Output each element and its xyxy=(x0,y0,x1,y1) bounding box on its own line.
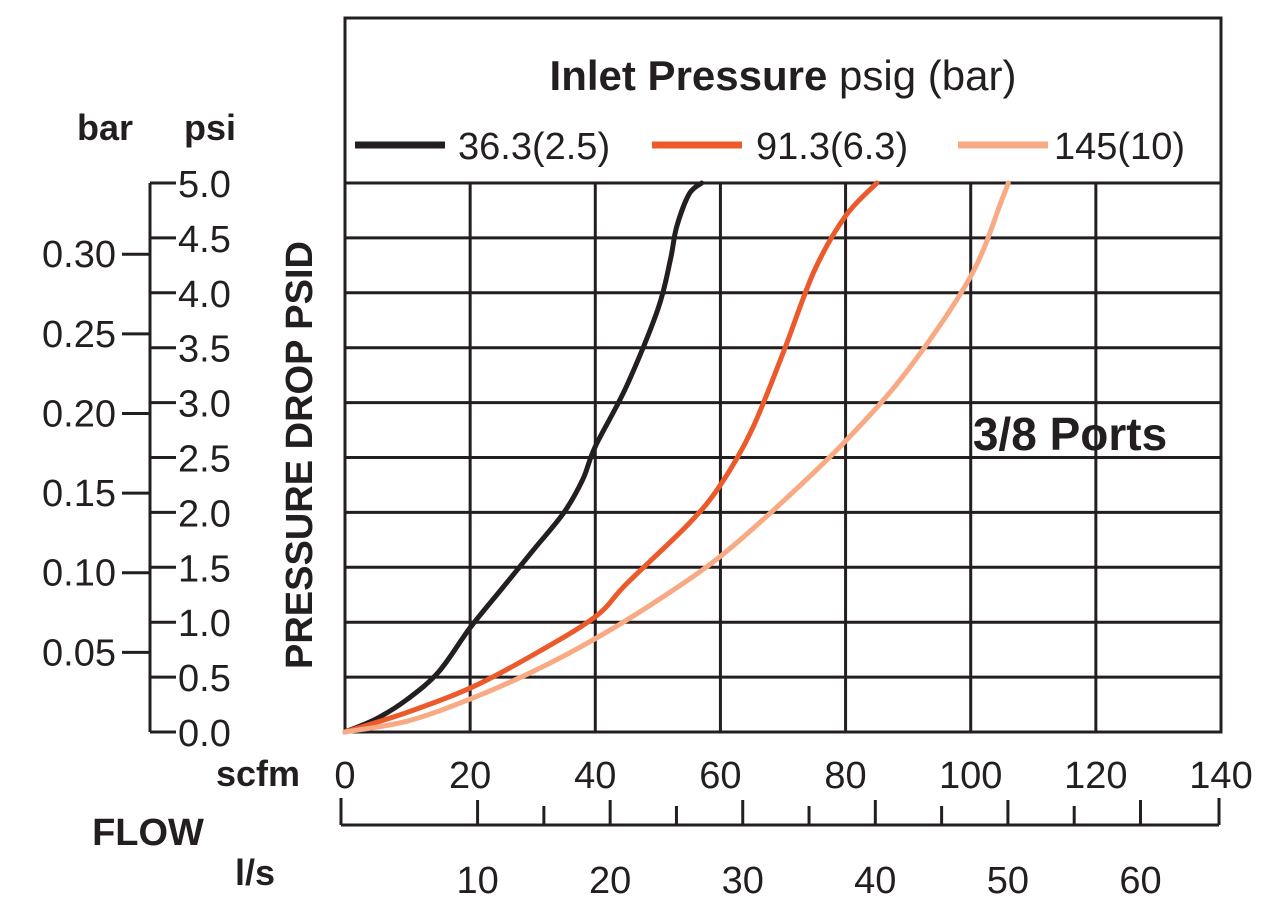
y-tick-label: 4.0 xyxy=(178,274,231,316)
x-tick-label: 100 xyxy=(939,755,1002,797)
legend-title-bold: Inlet Pressure xyxy=(550,52,828,99)
y-secondary-unit-label: bar xyxy=(77,107,133,148)
x-axis-title: FLOW xyxy=(92,812,204,854)
series-line-3 xyxy=(342,180,1011,735)
legend-label-3: 145(10) xyxy=(1054,126,1185,168)
y2-tick-label: 0.30 xyxy=(42,234,116,276)
x2-tick-label: 60 xyxy=(1119,860,1161,902)
y-tick-label: 1.0 xyxy=(178,603,231,645)
legend-label-1: 36.3(2.5) xyxy=(458,126,610,168)
y2-tick-label: 0.20 xyxy=(42,393,116,435)
ports-annotation: 3/8 Ports xyxy=(973,408,1167,460)
y-tick-label: 1.5 xyxy=(178,548,231,590)
y-tick-label: 2.5 xyxy=(178,439,231,481)
legend-title: Inlet Pressure psig (bar) xyxy=(550,52,1017,99)
plot-frame xyxy=(343,16,1223,734)
x2-tick-label: 40 xyxy=(854,860,896,902)
x-axis-scfm: 0 20 40 60 80 100 120 140 xyxy=(334,755,1252,797)
legend: 36.3(2.5) 91.3(6.3) 145(10) xyxy=(355,126,1185,168)
y2-tick-label: 0.05 xyxy=(42,632,116,674)
x2-tick-label: 30 xyxy=(722,860,764,902)
data-curves xyxy=(342,180,1011,735)
series-line-2 xyxy=(342,180,880,735)
y-tick-label: 0.5 xyxy=(178,658,231,700)
x-tick-label: 40 xyxy=(574,755,616,797)
y2-tick-label: 0.10 xyxy=(42,553,116,595)
x2-tick-label: 50 xyxy=(987,860,1029,902)
x-secondary-unit-label: l/s xyxy=(235,852,275,893)
x-axis-ls: 10 20 30 40 50 60 xyxy=(339,798,1221,902)
x-primary-unit-label: scfm xyxy=(216,753,300,794)
x-tick-label: 20 xyxy=(449,755,491,797)
x2-tick-label: 10 xyxy=(456,860,498,902)
x-tick-label: 0 xyxy=(334,755,355,797)
y-axis-psi: 0.0 0.5 1.0 1.5 2.0 2.5 3.0 3.5 4.0 4.5 5.0 xyxy=(148,164,231,755)
x2-tick-label: 20 xyxy=(589,860,631,902)
legend-title-units: psig (bar) xyxy=(839,52,1016,99)
y-tick-label: 2.0 xyxy=(178,493,231,535)
y-tick-label: 3.5 xyxy=(178,329,231,371)
y-axis-bar: 0.05 0.10 0.15 0.20 0.25 0.30 xyxy=(42,234,150,674)
y-tick-label: 3.0 xyxy=(178,384,231,426)
x-tick-label: 80 xyxy=(824,755,866,797)
y-tick-label: 4.5 xyxy=(178,219,231,261)
y-tick-label: 5.0 xyxy=(178,164,231,206)
x-tick-label: 140 xyxy=(1189,755,1252,797)
y-primary-unit-label: psi xyxy=(184,107,236,148)
y-tick-label: 0.0 xyxy=(178,713,231,755)
series-line-1 xyxy=(342,180,705,735)
legend-label-2: 91.3(6.3) xyxy=(756,126,908,168)
y-axis-title: PRESSURE DROP PSID xyxy=(279,241,321,669)
y2-tick-label: 0.15 xyxy=(42,473,116,515)
x-tick-label: 60 xyxy=(699,755,741,797)
x-tick-label: 120 xyxy=(1064,755,1127,797)
y2-tick-label: 0.25 xyxy=(42,314,116,356)
